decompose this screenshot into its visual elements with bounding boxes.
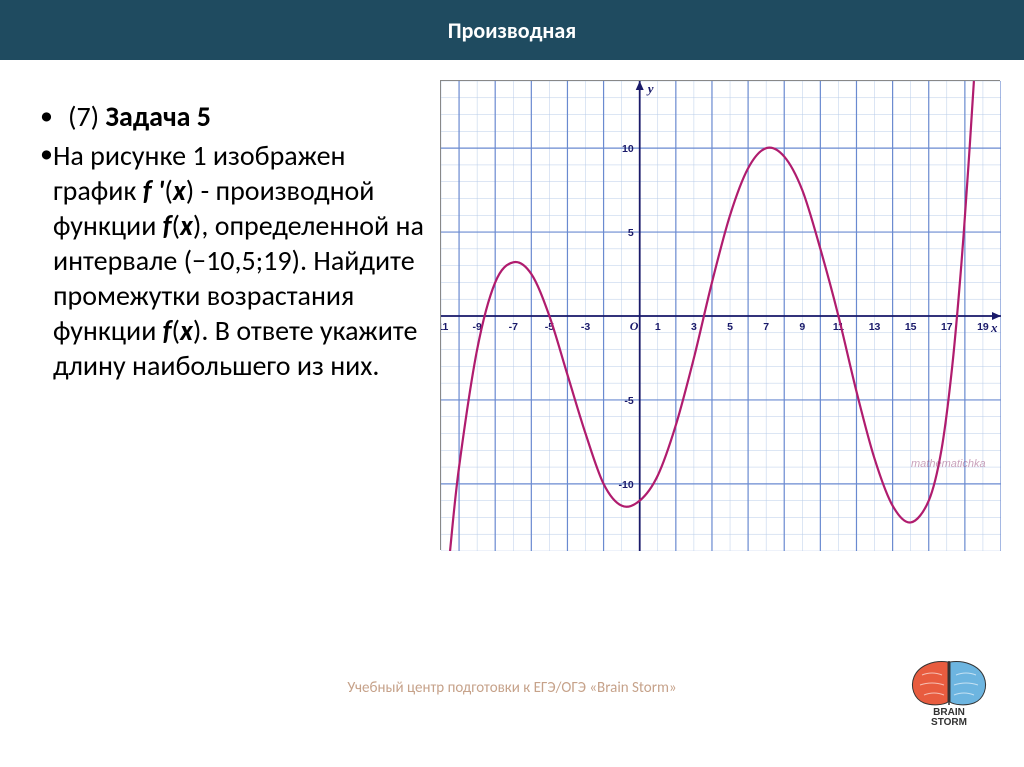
svg-text:10: 10 (622, 143, 634, 155)
svg-text:13: 13 (869, 321, 881, 333)
task-number: (7) (68, 99, 106, 134)
svg-text:5: 5 (727, 321, 733, 333)
task-body-item: • На рисунке 1 изображен график f '(x) -… (40, 138, 430, 383)
svg-text:9: 9 (799, 321, 805, 333)
svg-text:-11: -11 (441, 321, 448, 333)
svg-text:mathematichka: mathematichka (911, 458, 986, 470)
svg-text:-3: -3 (581, 321, 590, 333)
text-column: • (7) Задача 5 • На рисунке 1 изображен … (40, 100, 440, 387)
svg-text:STORM: STORM (931, 717, 967, 727)
svg-text:17: 17 (941, 321, 953, 333)
chart-svg: -11-9-7-5-3135791113151719-10-5510Oxymat… (441, 81, 1001, 551)
svg-text:y: y (646, 81, 654, 96)
content-area: • (7) Задача 5 • На рисунке 1 изображен … (0, 60, 1024, 387)
svg-text:3: 3 (691, 321, 697, 333)
task-body: На рисунке 1 изображен график f '(x) - п… (53, 138, 430, 383)
svg-text:7: 7 (763, 321, 769, 333)
footer-text: Учебный центр подготовки к ЕГЭ/ОГЭ «Brai… (0, 679, 1024, 697)
svg-text:1: 1 (655, 321, 661, 333)
svg-text:19: 19 (977, 321, 989, 333)
task-title: (7) Задача 5 (68, 100, 211, 134)
slide-title: Производная (448, 17, 576, 44)
svg-text:5: 5 (628, 227, 634, 239)
slide-title-bar: Производная (0, 0, 1024, 60)
svg-text:-7: -7 (509, 321, 518, 333)
svg-text:-5: -5 (624, 395, 633, 407)
derivative-chart: -11-9-7-5-3135791113151719-10-5510Oxymat… (440, 80, 1000, 550)
chart-column: -11-9-7-5-3135791113151719-10-5510Oxymat… (440, 100, 1004, 387)
task-name: Задача 5 (106, 99, 211, 134)
bullet-icon: • (40, 138, 53, 383)
logo-svg: BRAINSTORM (904, 657, 994, 727)
svg-text:O: O (630, 319, 639, 333)
bullet-icon: • (40, 100, 68, 134)
task-title-item: • (7) Задача 5 (40, 100, 430, 134)
svg-text:-10: -10 (619, 479, 634, 491)
brainstorm-logo: BRAINSTORM (904, 657, 994, 727)
svg-text:x: x (990, 320, 998, 335)
svg-text:15: 15 (905, 321, 917, 333)
